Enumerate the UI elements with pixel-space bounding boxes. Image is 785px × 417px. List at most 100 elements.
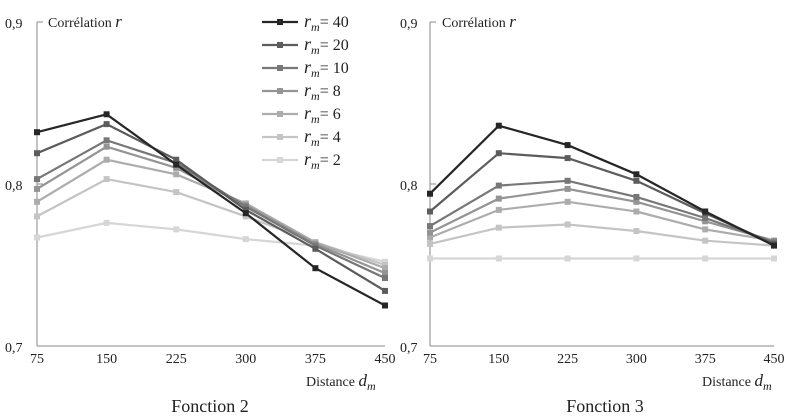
x-tick-label: 375	[305, 352, 326, 367]
data-point	[633, 194, 640, 200]
series-line	[429, 152, 775, 245]
data-point	[382, 262, 388, 268]
data-point	[633, 198, 640, 205]
legend-item-2: rm= 2	[262, 149, 341, 172]
x-axis-label-symbol: d	[754, 371, 763, 390]
data-point	[427, 255, 433, 262]
x-axis-label: Distance dm	[702, 371, 772, 393]
legend-label: rm= 10	[304, 57, 349, 80]
data-point	[382, 258, 388, 265]
series-40	[34, 111, 388, 309]
data-point	[173, 164, 180, 171]
x-axis-label-sub: m	[763, 379, 772, 393]
data-point	[103, 219, 110, 226]
series-line	[429, 187, 775, 242]
data-point	[34, 129, 40, 136]
data-point	[242, 206, 249, 213]
legend-swatch-marker	[277, 88, 283, 94]
x-tick-label: 75	[423, 352, 437, 367]
legend-swatch-marker	[277, 111, 283, 117]
data-point	[312, 265, 319, 272]
legend-label: rm= 6	[304, 103, 341, 126]
x-tick-label: 150	[96, 352, 117, 367]
data-point	[495, 224, 502, 231]
series-8	[427, 185, 777, 244]
data-point	[633, 171, 640, 178]
legend-item-6: rm= 6	[262, 103, 341, 126]
data-point	[495, 122, 502, 129]
x-tick-label: 375	[695, 352, 716, 367]
legend-swatch-marker	[277, 65, 283, 71]
legend-swatch-marker	[277, 42, 283, 48]
data-point	[34, 213, 40, 220]
data-point	[771, 242, 777, 249]
series-line	[36, 122, 386, 292]
x-axis-label-text: Distance	[306, 375, 355, 390]
data-point	[427, 208, 433, 215]
x-tick-label: 450	[375, 352, 396, 367]
y-axis-label-symbol: r	[509, 12, 516, 31]
x-tick-label: 225	[166, 352, 187, 367]
legend-item-4: rm= 4	[262, 126, 341, 149]
x-tick-labels: 75 150 225 300 375 450	[423, 352, 785, 367]
series-line	[36, 221, 386, 263]
data-point	[495, 195, 502, 202]
legend-label: rm= 40	[304, 11, 349, 34]
series-20	[34, 121, 388, 294]
data-point	[564, 142, 571, 149]
data-point	[427, 229, 433, 236]
y-axis-label-text: Corrélation	[442, 16, 506, 31]
data-point	[173, 171, 180, 178]
data-point	[103, 176, 110, 183]
data-point	[173, 156, 180, 163]
data-point	[34, 185, 40, 192]
data-point	[242, 203, 249, 210]
data-point	[242, 210, 249, 217]
series-2	[427, 255, 777, 262]
data-point	[427, 234, 433, 241]
x-axis-label-sub: m	[367, 379, 376, 393]
chart-panel-fonction-2: 0,9 0,8 0,7 Corrélation r 75 150 225 300 375…	[5, 11, 396, 416]
data-point	[702, 208, 709, 215]
series-line	[36, 113, 386, 307]
data-point	[427, 223, 433, 230]
data-point	[564, 198, 571, 205]
data-point	[103, 121, 110, 128]
legend-label: rm= 20	[304, 34, 349, 57]
series-line	[429, 200, 775, 242]
legend-swatch-marker	[277, 134, 283, 140]
legend-item-10: rm= 10	[262, 57, 349, 80]
data-point	[173, 161, 180, 168]
data-point	[771, 255, 777, 262]
y-axis-label-text: Corrélation	[48, 16, 112, 31]
chart-panel-fonction-3: 0,9 0,8 0,7 Corrélation r 75 150 225 300 375…	[400, 12, 785, 416]
legend-label: rm= 4	[304, 126, 341, 149]
data-point	[173, 226, 180, 233]
data-point	[564, 177, 571, 184]
series-line	[429, 223, 775, 247]
data-point	[564, 221, 571, 228]
legend-swatch-marker	[277, 157, 283, 163]
series-line	[429, 179, 775, 244]
x-tick-label: 225	[557, 352, 578, 367]
x-axis-label-text: Distance	[702, 375, 751, 390]
data-point	[382, 287, 388, 294]
y-axis-label: Corrélation r	[48, 12, 122, 31]
data-point	[564, 155, 571, 162]
legend-label: rm= 2	[304, 149, 341, 172]
legend-swatch-marker	[277, 19, 283, 25]
y-tick-label-1: 0,8	[5, 179, 23, 194]
data-point	[495, 150, 502, 157]
data-point	[103, 137, 110, 144]
data-point	[495, 255, 502, 262]
data-point	[382, 275, 388, 281]
y-tick-label-2: 0,7	[400, 341, 418, 356]
data-point	[633, 255, 640, 262]
x-tick-label: 300	[626, 352, 647, 367]
data-point	[564, 255, 571, 262]
y-axis-label-symbol: r	[115, 12, 122, 31]
data-point	[427, 190, 433, 197]
series-10	[427, 177, 777, 246]
